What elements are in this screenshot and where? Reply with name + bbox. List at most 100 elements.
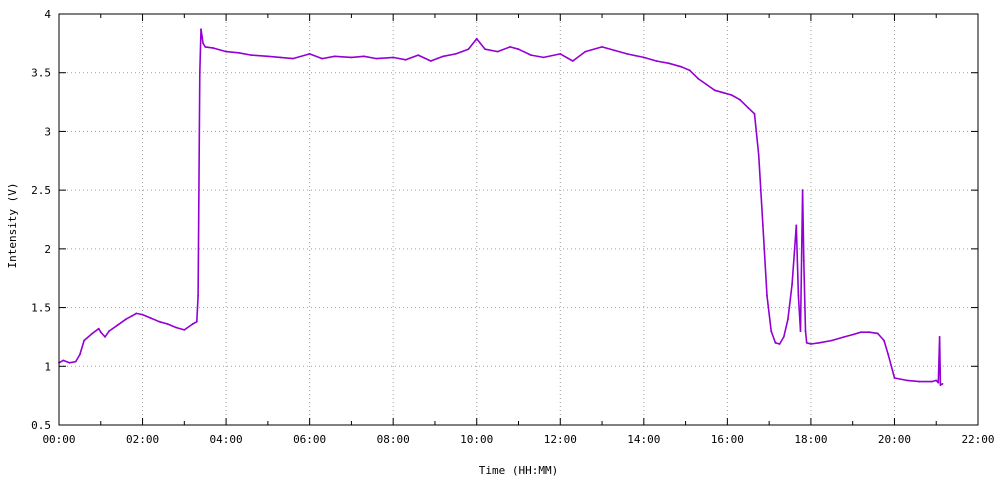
data-point (363, 55, 365, 58)
data-point (509, 46, 511, 48)
tick-labels: 00:00 02:00 04:00 06:00 08:00 10:00 12:00 14:00… (31, 8, 994, 446)
data-point (404, 58, 407, 61)
x-tick-label: 16:00 (711, 433, 744, 446)
data-point (150, 317, 152, 319)
data-point (375, 57, 378, 60)
x-tick-label: 20:00 (878, 433, 911, 446)
data-point (766, 294, 768, 297)
data-point (799, 330, 802, 332)
data-point (191, 323, 194, 325)
data-point (680, 65, 683, 68)
data-point (931, 380, 933, 383)
data-point (774, 341, 777, 344)
data-point (542, 56, 545, 59)
data-point (655, 60, 658, 62)
data-point (782, 336, 785, 338)
x-tick-label: 02:00 (126, 433, 159, 446)
data-point (484, 48, 486, 51)
data-point (204, 46, 207, 48)
x-tick-label: 00:00 (42, 433, 75, 446)
plot-frame (58, 13, 979, 426)
data-point (887, 353, 890, 356)
x-tick-label: 18:00 (794, 433, 827, 446)
data-point (559, 53, 562, 55)
data-point (97, 327, 100, 330)
data-point (713, 89, 716, 92)
data-point (442, 55, 445, 58)
y-tick-label: 3 (44, 125, 51, 138)
data-point (104, 336, 106, 338)
grid (59, 14, 978, 425)
data-point (705, 83, 708, 86)
x-axis-label: Time (HH:MM) (479, 464, 558, 477)
data-point (876, 332, 879, 335)
x-tick-label: 04:00 (210, 433, 243, 446)
data-point (116, 324, 119, 327)
data-point (778, 343, 781, 345)
data-point (250, 54, 253, 56)
data-point (860, 331, 862, 334)
y-tick-label: 2 (44, 243, 51, 256)
y-axis-label: Intensity (V) (6, 182, 19, 268)
x-tick-label: 14:00 (627, 433, 660, 446)
x-tick-label: 12:00 (544, 433, 577, 446)
data-point (941, 383, 944, 385)
data-point (906, 379, 908, 382)
data-layer (58, 28, 944, 386)
data-point (613, 49, 616, 52)
data-point (158, 320, 161, 323)
data-point (91, 332, 94, 335)
data-point (392, 56, 395, 59)
data-point (202, 42, 205, 45)
data-point (851, 333, 854, 336)
data-point (292, 57, 294, 60)
data-point (197, 294, 200, 297)
data-point (938, 336, 941, 338)
data-point (308, 53, 311, 55)
data-point (791, 283, 793, 285)
data-point (739, 98, 741, 101)
data-point (668, 62, 670, 65)
y-tick-label: 4 (44, 8, 51, 21)
data-point (135, 312, 138, 315)
data-point (175, 326, 177, 329)
y-tick-label: 3.5 (31, 67, 51, 80)
data-point (225, 50, 228, 53)
data-point (350, 56, 353, 59)
data-point (810, 343, 812, 345)
data-point (939, 384, 942, 386)
data-point (279, 56, 282, 59)
data-point (802, 259, 805, 262)
data-point (787, 318, 789, 321)
data-point (801, 189, 804, 192)
data-point (584, 50, 587, 53)
data-point (795, 224, 798, 227)
data-point (83, 339, 85, 342)
data-point (893, 377, 896, 379)
data-point (530, 54, 532, 56)
data-point (436, 57, 438, 60)
data-point (747, 107, 750, 109)
data-point (883, 339, 885, 342)
data-point (417, 54, 420, 56)
data-point (198, 71, 201, 74)
intensity-series-line (58, 28, 943, 386)
data-point (805, 341, 808, 344)
axis-ticks (58, 13, 979, 426)
data-point (79, 353, 81, 356)
data-point (200, 28, 202, 31)
x-tick-label: 06:00 (293, 433, 326, 446)
data-point (131, 314, 134, 317)
data-point (212, 47, 215, 49)
data-point (333, 55, 336, 58)
data-point (166, 323, 169, 325)
data-point (517, 48, 520, 51)
data-point (183, 329, 186, 331)
x-tick-label: 08:00 (377, 433, 410, 446)
data-point (62, 359, 65, 362)
data-point (124, 318, 127, 321)
data-point (237, 51, 240, 54)
data-point (937, 381, 940, 384)
data-point (757, 154, 760, 156)
data-point (99, 331, 102, 334)
